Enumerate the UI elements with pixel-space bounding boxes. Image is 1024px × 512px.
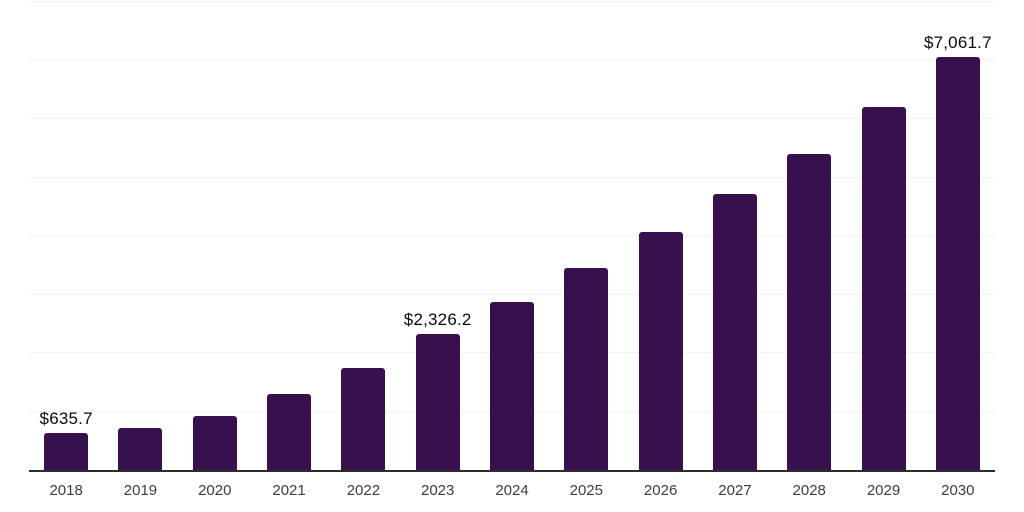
gridline-7000 bbox=[29, 59, 995, 61]
data-label-2030: $7,061.7 bbox=[923, 32, 992, 52]
x-tick-label-2018: 2018 bbox=[49, 482, 83, 499]
x-tick-label-2020: 2020 bbox=[198, 482, 232, 499]
bar-2025 bbox=[564, 267, 609, 470]
bar-2024 bbox=[490, 301, 534, 470]
x-tick-label-2023: 2023 bbox=[421, 482, 455, 499]
bar-2023 bbox=[415, 333, 460, 470]
x-tick-label-2029: 2029 bbox=[866, 482, 901, 499]
gridline-5000 bbox=[29, 176, 995, 178]
x-tick-label-2025: 2025 bbox=[569, 482, 603, 499]
gridline-3000 bbox=[29, 293, 995, 295]
bar-2019 bbox=[118, 428, 163, 470]
gridline-4000 bbox=[29, 235, 995, 236]
x-tick-label-2021: 2021 bbox=[272, 482, 306, 499]
x-axis-labels: 2018 2019 2020 2021 2022 2023 2024 2025 2026 2027… bbox=[29, 482, 995, 506]
bar-2022 bbox=[341, 367, 386, 470]
bar-2021 bbox=[267, 393, 312, 470]
gridline-6000 bbox=[29, 118, 995, 119]
data-label-2023: $2,326.2 bbox=[403, 309, 472, 329]
x-tick-label-2027: 2027 bbox=[718, 482, 752, 499]
x-tick-label-2022: 2022 bbox=[346, 482, 381, 499]
bar-2027 bbox=[712, 194, 757, 470]
x-tick-label-2030: 2030 bbox=[941, 482, 975, 499]
bar-2020 bbox=[192, 415, 237, 470]
bar-2026 bbox=[638, 231, 683, 470]
x-tick-label-2024: 2024 bbox=[495, 482, 529, 499]
x-tick-label-2019: 2019 bbox=[123, 482, 158, 499]
bar-2018 bbox=[44, 432, 89, 470]
plot-area: $635.7 $2,326.2 $7,061.7 bbox=[29, 1, 995, 472]
bar-2029 bbox=[861, 107, 906, 470]
x-tick-label-2026: 2026 bbox=[643, 482, 678, 499]
bar-2028 bbox=[787, 153, 832, 470]
bar-2030 bbox=[935, 56, 980, 470]
data-label-2018: $635.7 bbox=[39, 408, 93, 428]
x-tick-label-2028: 2028 bbox=[792, 482, 826, 499]
gridline-8000 bbox=[29, 1, 995, 2]
